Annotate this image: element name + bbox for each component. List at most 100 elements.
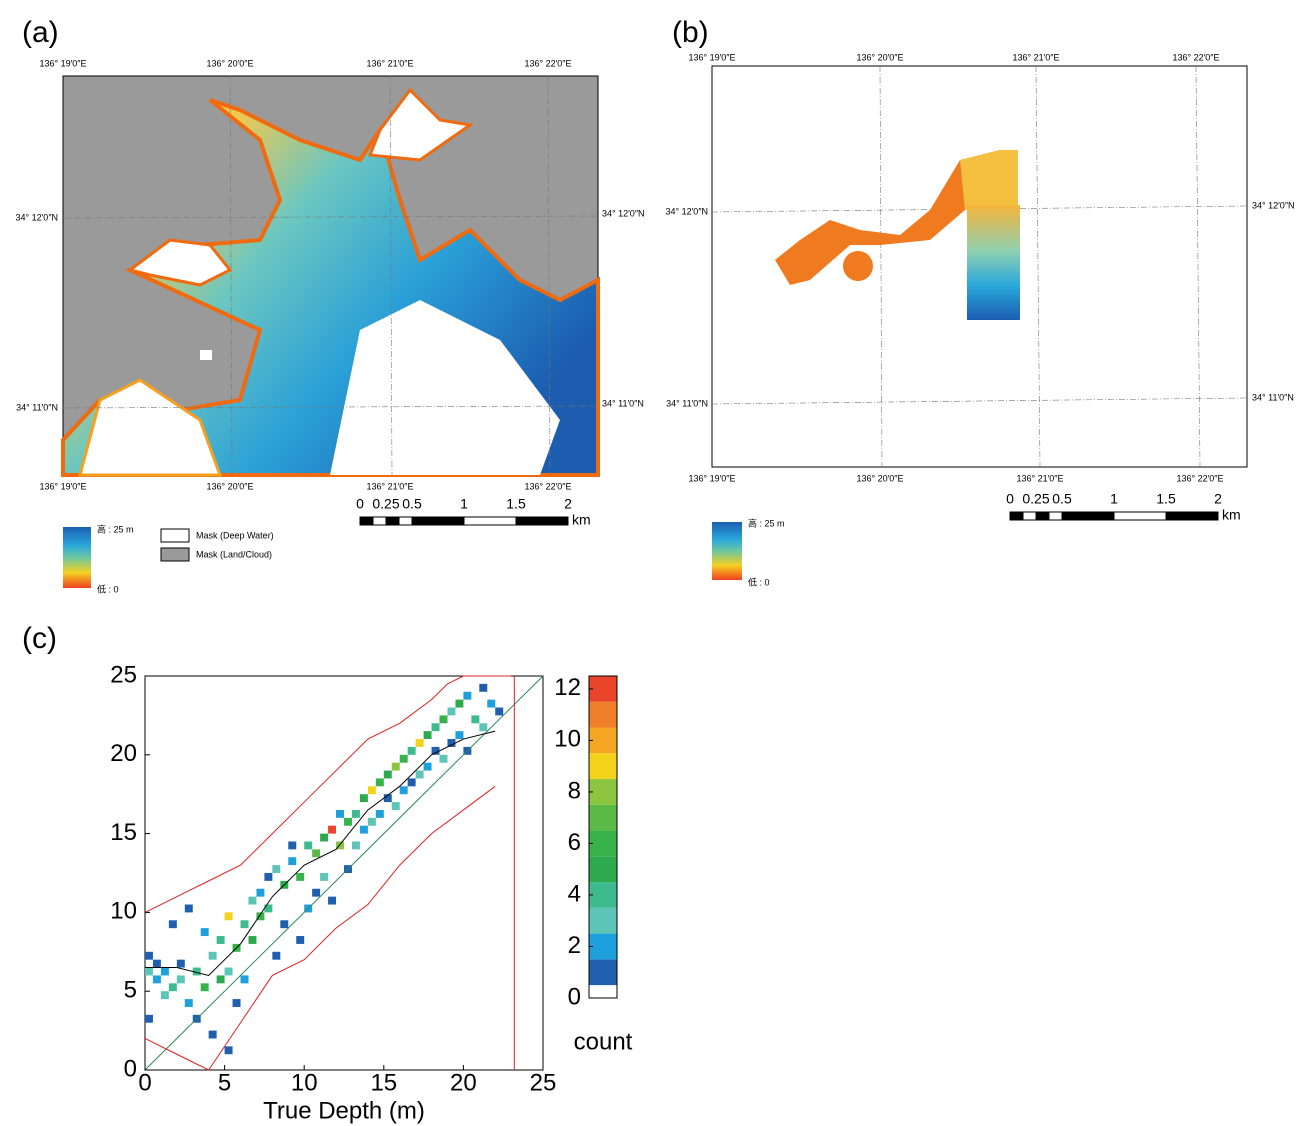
heatmap-cell <box>264 904 273 913</box>
colorbar-band <box>589 676 617 702</box>
heatmap-cell <box>336 809 344 818</box>
legend-text: Mask (Deep Water) <box>196 530 274 540</box>
colorbar-band <box>589 830 617 857</box>
lon-label: 136° 19′0″E <box>688 473 735 483</box>
scale-label: 1.5 <box>506 496 526 512</box>
graticule <box>62 405 599 409</box>
lat-label: 34° 11′0″N <box>602 398 644 408</box>
legend-text: 低 : 0 <box>748 576 770 587</box>
y-tick-label: 20 <box>110 740 137 767</box>
lon-label: 136° 19′0″E <box>688 52 735 62</box>
y-tick-label: 0 <box>124 1055 137 1082</box>
line <box>144 785 496 1071</box>
colorbar-band <box>589 959 617 986</box>
heatmap-cell <box>375 809 384 818</box>
heatmap-cell <box>415 739 424 747</box>
heatmap-cell <box>296 936 305 944</box>
colorbar-label: count <box>574 1028 633 1055</box>
heatmap-cell <box>407 778 416 787</box>
heatmap-cell <box>407 746 416 755</box>
legend-colorbar <box>63 527 91 588</box>
legend-b: 高 : 25 m 低 : 0 <box>712 517 785 587</box>
lon-label: 136° 21′0″E <box>1012 52 1059 62</box>
heatmap-cell <box>248 936 257 944</box>
lon-label: 136° 21′0″E <box>366 481 413 491</box>
scale-bar-segment <box>386 517 399 525</box>
heatmap-cell <box>391 762 400 771</box>
colorbar-band <box>589 753 617 780</box>
heatmap-cell <box>264 873 273 881</box>
heatmap-cell <box>455 699 464 708</box>
colorbar-band <box>589 856 617 883</box>
lon-label: 136° 20′0″E <box>206 481 253 491</box>
heatmap-cell <box>479 723 488 732</box>
legend-text: 低 : 0 <box>97 583 119 594</box>
heatmap-cell <box>312 849 321 858</box>
heatmap-cell <box>288 841 297 850</box>
colorbar-tick-label: 6 <box>568 829 581 856</box>
heatmap-cell <box>375 778 384 787</box>
legend-swatch <box>160 547 190 562</box>
deep-mask <box>330 300 560 475</box>
x-axis-label: True Depth (m) <box>263 1097 425 1124</box>
colorbar-band <box>589 933 617 960</box>
line <box>145 730 496 976</box>
heatmap-cell <box>320 873 329 881</box>
heatmap-cell <box>256 912 265 921</box>
scale-bar-segment <box>398 516 413 526</box>
deep-mask <box>126 238 233 287</box>
colorbar-band <box>589 779 617 805</box>
heatmap-cell <box>248 896 257 905</box>
scale-bar-segment <box>411 516 465 526</box>
heatmap-cell <box>224 912 233 921</box>
heatmap-cell <box>487 699 496 708</box>
lon-label: 136° 22′0″E <box>1172 52 1219 62</box>
scale-bar-segment <box>515 516 569 526</box>
lon-label: 136° 22′0″E <box>524 58 571 68</box>
colorbar-tick-label: 0 <box>568 983 581 1010</box>
heatmap-cell <box>320 833 329 842</box>
lon-label: 136° 20′0″E <box>856 473 903 483</box>
heatmap-cell <box>145 951 153 960</box>
heatmap-cell <box>272 951 281 960</box>
colorbar-band <box>589 882 617 908</box>
lat-label: 34° 12′0″N <box>1252 200 1295 210</box>
legend-colorbar <box>712 522 742 580</box>
panel-label: (c) <box>22 622 57 655</box>
lon-label: 136° 22′0″E <box>1176 473 1223 483</box>
colorbar-tick-label: 12 <box>554 674 581 701</box>
graticule <box>879 65 883 468</box>
scale-bar-segment <box>1048 511 1063 521</box>
legend-text: Mask (Land/Cloud) <box>196 549 272 559</box>
x-tick-label: 5 <box>218 1069 231 1096</box>
x-tick-label: 25 <box>530 1069 557 1096</box>
heatmap-cell <box>351 841 360 850</box>
scale-label: 0.5 <box>1052 491 1072 507</box>
heatmap-cell <box>288 857 297 866</box>
heatmap-cell <box>383 794 392 803</box>
heatmap-cell <box>168 920 177 929</box>
scale-label: 0 <box>356 496 364 512</box>
heatmap-cell <box>359 825 368 834</box>
scale-bar-segment <box>1113 511 1167 521</box>
heatmap-cell <box>447 739 456 747</box>
map-a <box>61 75 600 477</box>
heatmap-cell <box>240 920 249 929</box>
graticule <box>389 75 393 476</box>
heatmap-cell <box>344 817 352 826</box>
line <box>144 675 544 1071</box>
heatmap-cell <box>455 731 464 740</box>
heatmap-cell <box>176 959 185 968</box>
heatmap-cell <box>351 809 360 818</box>
heatmap-cell <box>423 762 432 771</box>
heatmap-cell <box>383 770 392 779</box>
heatmap-cell <box>216 975 225 984</box>
heatmap-cell <box>145 1014 153 1023</box>
y-tick-label: 10 <box>110 898 137 925</box>
colorbar-band <box>589 727 617 754</box>
heatmap-cell <box>336 841 344 850</box>
colorbar-tick-label: 8 <box>568 777 581 804</box>
scale-label: 1 <box>460 496 468 512</box>
lat-label: 34° 11′0″N <box>16 402 58 412</box>
